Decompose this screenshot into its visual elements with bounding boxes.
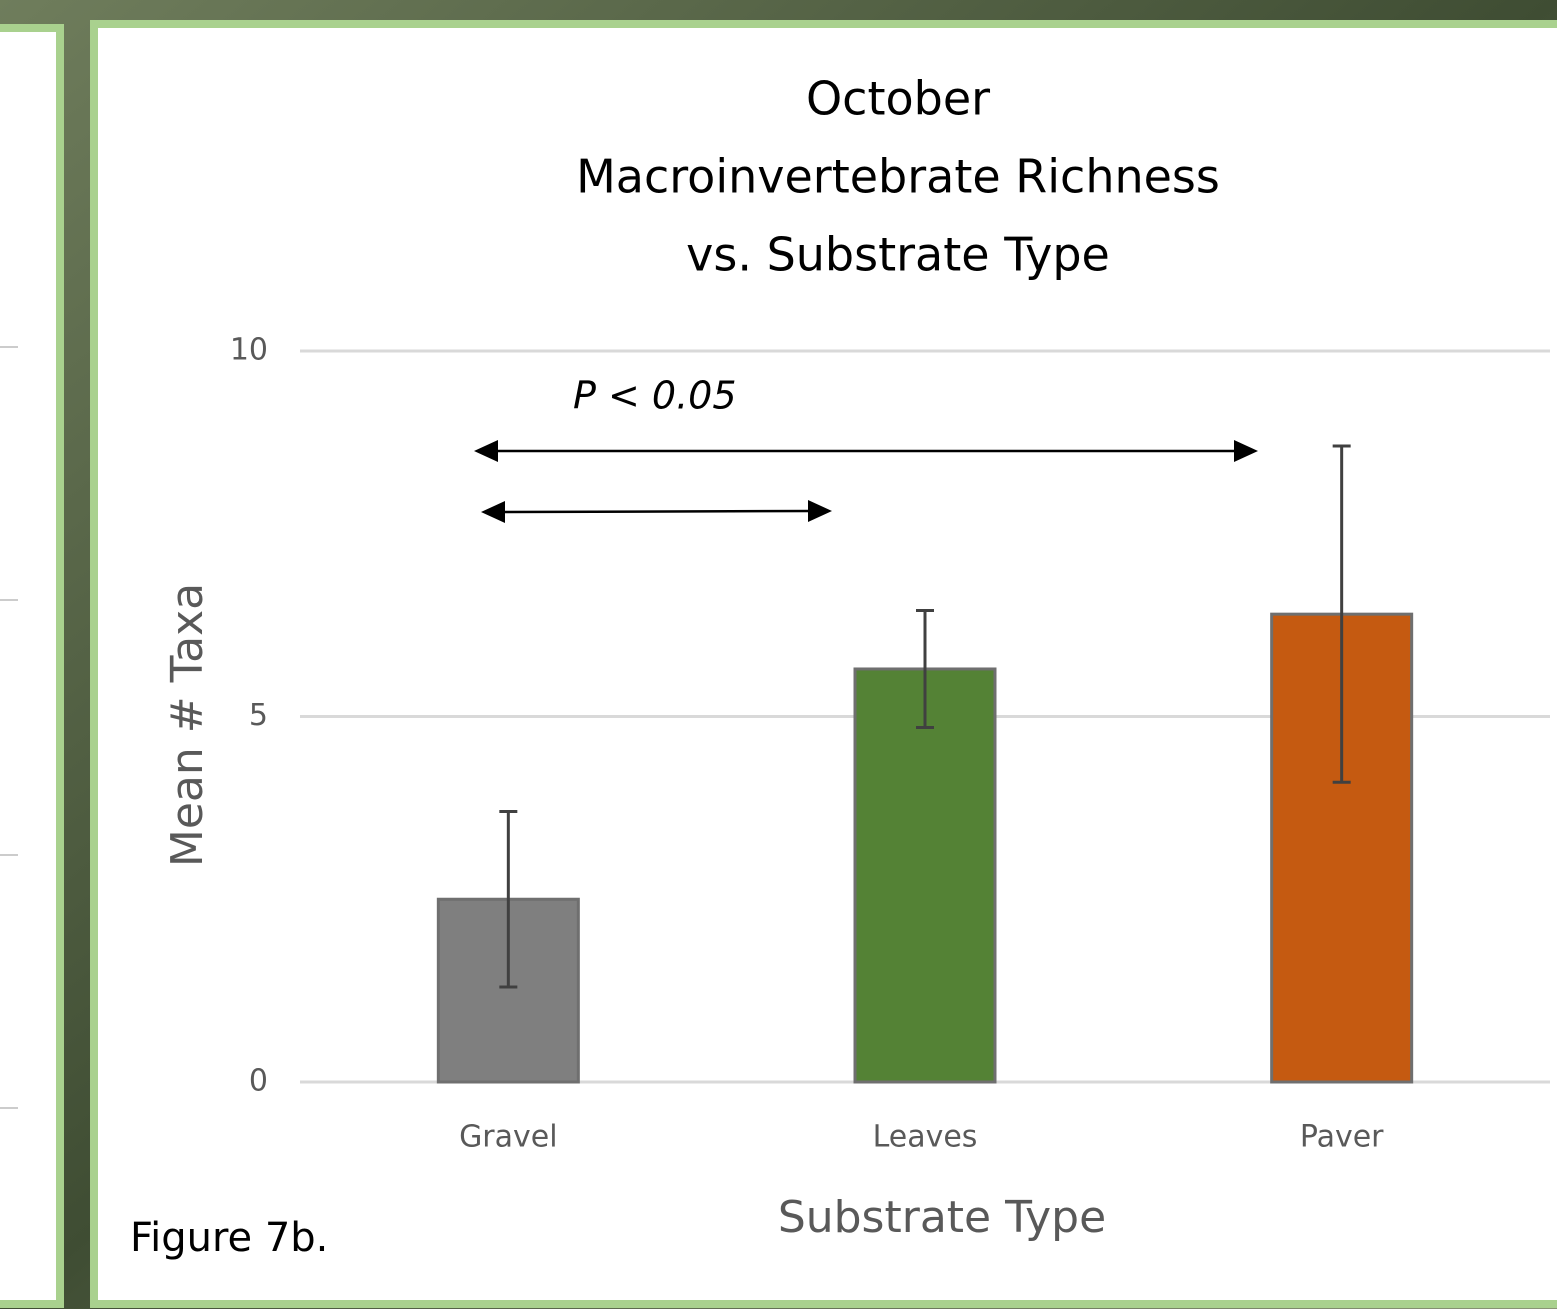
chart: October Macroinvertebrate Richness vs. Sub… [0,0,1557,1309]
side-panel [0,28,60,1304]
y-tick-label: 10 [230,333,268,368]
x-tick-label: Gravel [459,1120,558,1155]
title-line: vs. Substrate Type [686,228,1110,282]
x-tick-label: Leaves [873,1120,978,1155]
y-tick-label: 5 [249,698,268,733]
x-axis-label: Substrate Type [778,1192,1106,1243]
title-line: October [806,72,990,126]
x-tick-label: Paver [1300,1120,1384,1155]
annotation: P < 0.05 [573,374,737,418]
y-tick-label: 0 [249,1064,268,1099]
y-axis-label: Mean # Taxa [162,583,213,867]
title-line: Macroinvertebrate Richness [576,150,1220,204]
bar [855,669,995,1082]
caption: Figure 7b. [130,1215,328,1261]
page: October Macroinvertebrate Richness vs. Sub… [0,0,1557,1309]
